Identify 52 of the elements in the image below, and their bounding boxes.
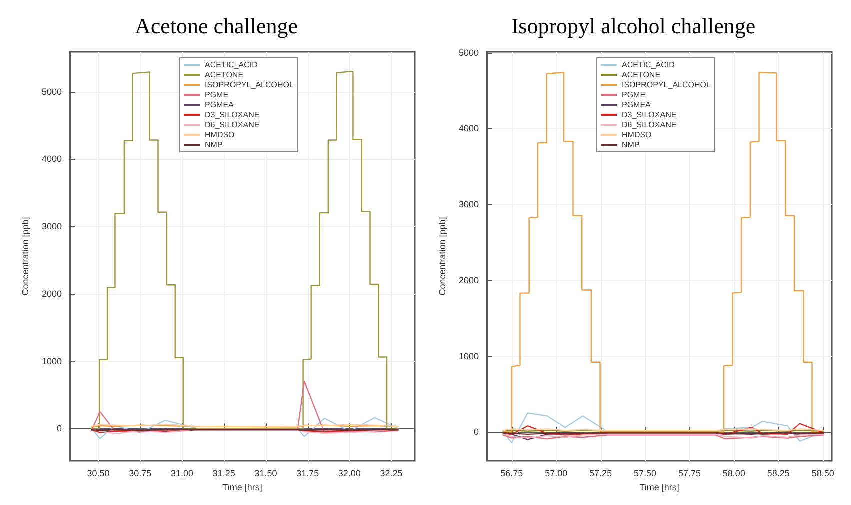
x-tick-label: 31.25 <box>212 468 236 478</box>
legend-label: PGME <box>205 90 229 100</box>
x-tick-label: 58.25 <box>767 468 790 478</box>
x-tick-label: 57.50 <box>634 468 657 478</box>
y-tick-label: 3000 <box>458 200 479 210</box>
y-tick-label: 1000 <box>42 356 62 366</box>
x-axis-title: Time [hrs] <box>640 482 680 492</box>
legend-label: ACETONE <box>622 70 661 80</box>
x-tick-label: 58.50 <box>812 468 834 478</box>
legend-label: D6_SILOXANE <box>622 120 677 130</box>
y-axis-title: Concentration [ppb] <box>20 217 30 296</box>
legend-label: ISOPROPYL_ALCOHOL <box>205 80 294 90</box>
legend-label: NMP <box>622 140 640 150</box>
legend-label: ACETIC_ACID <box>205 60 258 70</box>
legend-label: ACETIC_ACID <box>622 60 676 70</box>
x-tick-label: 57.00 <box>545 468 568 478</box>
x-tick-label: 30.50 <box>87 468 110 478</box>
y-tick-label: 4000 <box>42 154 62 164</box>
legend-label: D6_SILOXANE <box>205 120 260 130</box>
y-tick-label: 5000 <box>42 86 62 97</box>
legend-label: ISOPROPYL_ALCOHOL <box>622 80 712 90</box>
x-tick-label: 31.50 <box>254 468 278 478</box>
chart-title: Acetone challenge <box>134 14 298 38</box>
y-tick-label: 5000 <box>458 48 479 58</box>
y-tick-label: 0 <box>474 427 479 438</box>
x-tick-label: 30.75 <box>129 468 152 478</box>
x-tick-label: 32.00 <box>338 468 361 478</box>
x-tick-label: 32.25 <box>380 468 403 478</box>
x-tick-label: 58.00 <box>722 468 746 478</box>
y-tick-label: 0 <box>56 424 62 434</box>
x-tick-label: 57.25 <box>590 468 612 478</box>
y-tick-label: 4000 <box>458 124 479 134</box>
legend-label: ACETONE <box>205 70 244 80</box>
x-tick-label: 57.75 <box>678 468 701 478</box>
legend-label: D3_SILOXANE <box>622 110 677 120</box>
legend-label: D3_SILOXANE <box>205 110 260 120</box>
legend-label: PGMEA <box>622 100 652 110</box>
y-axis-title: Concentration [ppb] <box>438 217 448 296</box>
legend-label: NMP <box>205 140 223 150</box>
legend-label: HMDSO <box>205 130 235 140</box>
legend-label: PGME <box>622 90 646 100</box>
y-tick-label: 1000 <box>458 351 479 362</box>
chart-title: Isopropyl alcohol challenge <box>511 14 756 38</box>
x-tick-label: 56.75 <box>500 468 524 478</box>
legend-label: PGMEA <box>205 100 235 110</box>
y-tick-label: 2000 <box>458 275 479 286</box>
legend-label: HMDSO <box>622 130 652 140</box>
y-tick-label: 2000 <box>42 288 62 299</box>
y-tick-label: 3000 <box>42 222 62 232</box>
x-tick-label: 31.75 <box>296 468 320 478</box>
x-axis-title: Time [hrs] <box>222 482 262 492</box>
x-tick-label: 31.00 <box>170 468 194 478</box>
